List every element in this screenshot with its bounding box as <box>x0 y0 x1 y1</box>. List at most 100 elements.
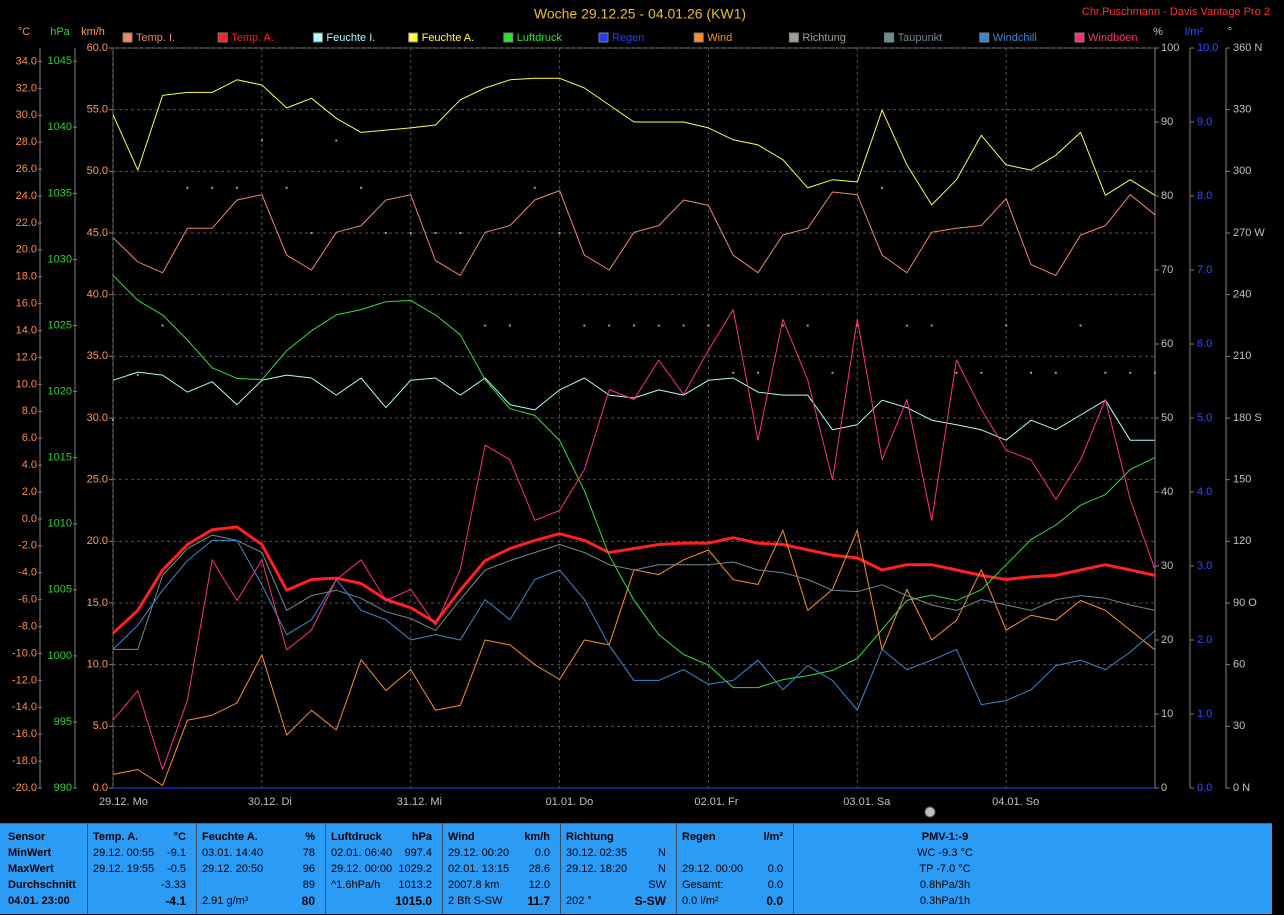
x-tick-label: 01.01. Do <box>546 796 594 808</box>
y-tick-label: 210 <box>1233 350 1251 362</box>
y-tick-label: 26.0 <box>16 163 37 175</box>
direction-dot <box>484 324 487 327</box>
y-tick-label: 60 <box>1161 338 1173 350</box>
series-line <box>112 190 1156 276</box>
cell-text: ^1.6hPa/h <box>331 879 381 891</box>
cell-value: 11.7 <box>527 894 550 908</box>
y-tick-label: 0 N <box>1233 782 1250 794</box>
direction-dot <box>856 324 859 327</box>
y-tick-label: 7.0 <box>1197 264 1212 276</box>
legend-swatch <box>1074 32 1085 43</box>
direction-dot <box>732 371 735 374</box>
direction-dot <box>682 324 685 327</box>
series-line <box>112 529 1156 786</box>
y-tick-label: 90 <box>1161 116 1173 128</box>
y-tick-label: 1000 <box>48 650 72 662</box>
y-tick-label: 80 <box>1161 190 1173 202</box>
legend-swatch <box>788 32 799 43</box>
legend-label: Temp. A. <box>231 32 274 44</box>
y-tick-label: 3.0 <box>1197 560 1212 572</box>
y-tick-label: -4.0 <box>18 567 37 579</box>
cell-value: N <box>658 863 666 875</box>
direction-dot <box>136 373 139 376</box>
x-tick-label: 03.01. Sa <box>843 796 891 808</box>
direction-dot <box>633 324 635 327</box>
series-line <box>111 525 1156 635</box>
y-tick-label: 1025 <box>48 319 72 331</box>
y-tick-label: 300 <box>1233 165 1251 177</box>
chart-title: Woche 29.12.25 - 04.01.26 (KW1) <box>534 6 746 22</box>
y-tick-label: 0.0 <box>93 782 108 794</box>
direction-dot <box>310 232 313 234</box>
cell-text: 02.01. 06:40 <box>331 847 393 859</box>
y-tick-label: 10.0 <box>87 659 108 671</box>
direction-dot <box>533 186 536 189</box>
cell-value: S-SW <box>634 894 666 908</box>
pmv-line: PMV-1:-9 <box>921 831 969 843</box>
y-tick-label: 20.0 <box>87 535 108 547</box>
group-unit: % <box>305 831 315 843</box>
legend-swatch <box>884 32 895 43</box>
cell-value: N <box>658 847 666 859</box>
direction-dot <box>707 324 710 327</box>
y-tick-label: 1015 <box>48 452 72 464</box>
y-tick-label: 1005 <box>48 584 72 596</box>
y-tick-label: 16.0 <box>16 298 37 310</box>
y-tick-label: 1010 <box>48 518 72 530</box>
direction-dot <box>930 324 933 327</box>
cell-text: 29.12. 00:00 <box>331 863 393 875</box>
y-tick-label: 15.0 <box>87 597 108 609</box>
y-tick-label: 0.0 <box>22 513 37 525</box>
direction-dot <box>1029 371 1032 374</box>
cell-text: 29.12. 18:20 <box>566 863 628 875</box>
direction-dot <box>260 139 263 142</box>
cell-value: -4.1 <box>165 894 186 908</box>
y-tick-label: 150 <box>1233 474 1251 486</box>
y-tick-label: -14.0 <box>12 701 37 713</box>
y-tick-label: 60 <box>1233 659 1245 671</box>
legend-swatch <box>979 32 990 43</box>
y-tick-label: 0.0 <box>1197 782 1212 794</box>
legend-swatch <box>122 32 133 43</box>
cell-text: 2.91 g/m³ <box>202 895 249 907</box>
y-tick-label: 25.0 <box>87 474 108 486</box>
cell-text: 2007.8 km <box>448 879 500 891</box>
pmv-line: 0.3hPa/1h <box>919 895 971 907</box>
y-tick-label: 6.0 <box>22 432 37 444</box>
cell-value: 1029.2 <box>398 863 432 875</box>
cell-value: 997.4 <box>404 847 432 859</box>
y-tick-label: 8.0 <box>22 405 37 417</box>
direction-dot <box>360 186 363 189</box>
group-title: Richtung <box>566 831 614 843</box>
group-title: Feuchte A. <box>202 831 258 843</box>
y-tick-label: 1035 <box>48 187 72 199</box>
direction-dot <box>236 186 239 189</box>
row-label: 04.01. 23:00 <box>8 895 70 907</box>
y-tick-label: 1040 <box>48 121 72 133</box>
y-tick-label: 32.0 <box>16 82 37 94</box>
y-tick-label: 990 <box>54 782 72 794</box>
axis-unit: hPa <box>50 26 70 38</box>
separator <box>560 824 561 914</box>
cell-text: 29.12. 00:55 <box>93 847 155 859</box>
row-label: MaxWert <box>8 863 54 875</box>
y-tick-label: -2.0 <box>18 540 37 552</box>
direction-dot <box>211 186 214 189</box>
legend-swatch <box>217 32 228 43</box>
direction-dot <box>335 139 338 142</box>
legend-swatch <box>598 32 609 43</box>
cell-text: 29.12. 19:55 <box>93 863 155 875</box>
cell-value: 89 <box>302 879 315 891</box>
legend-swatch <box>408 32 419 43</box>
pmv-line: 0.8hPa/3h <box>919 879 971 891</box>
y-tick-label: 360 N <box>1233 42 1262 54</box>
cell-value: 0.0 <box>767 879 783 891</box>
x-tick-label: 29.12. Mo <box>99 796 148 808</box>
separator <box>196 824 197 914</box>
cell-text: 29.12. 00:00 <box>682 863 744 875</box>
y-tick-label: 10.0 <box>1197 42 1218 54</box>
y-tick-label: 24.0 <box>16 190 37 202</box>
cell-value: 96 <box>302 863 315 875</box>
y-tick-label: -6.0 <box>18 594 37 606</box>
credit: Chr.Puschmann - Davis Vantage Pro 2 <box>1082 6 1270 18</box>
